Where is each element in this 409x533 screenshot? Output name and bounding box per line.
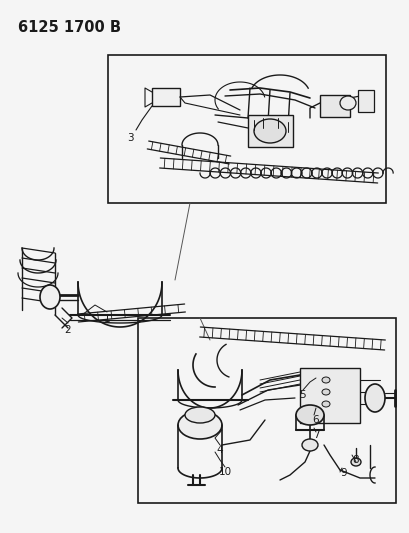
Ellipse shape [184, 407, 214, 423]
Ellipse shape [339, 96, 355, 110]
Text: 9: 9 [340, 468, 346, 478]
Ellipse shape [178, 411, 221, 439]
Text: 5: 5 [299, 390, 306, 400]
Ellipse shape [321, 389, 329, 395]
Bar [108, 55, 385, 203]
Bar [138, 318, 395, 503]
Ellipse shape [364, 384, 384, 412]
Bar [319, 95, 349, 117]
Ellipse shape [350, 458, 360, 466]
Text: 3: 3 [126, 133, 133, 143]
Ellipse shape [254, 119, 285, 143]
Bar [152, 88, 180, 106]
Ellipse shape [321, 401, 329, 407]
Text: 8: 8 [352, 455, 358, 465]
Text: 6125 1700 B: 6125 1700 B [18, 20, 121, 35]
Text: 1: 1 [103, 314, 110, 324]
Ellipse shape [301, 439, 317, 451]
Text: 4: 4 [216, 445, 223, 455]
Ellipse shape [321, 377, 329, 383]
Text: 10: 10 [218, 467, 231, 477]
Bar [299, 368, 359, 423]
Bar [357, 90, 373, 112]
Text: 6: 6 [312, 415, 319, 425]
Ellipse shape [40, 285, 60, 309]
Ellipse shape [295, 405, 323, 425]
Text: 7: 7 [312, 430, 319, 440]
Text: 2: 2 [65, 325, 71, 335]
Bar [247, 115, 292, 147]
